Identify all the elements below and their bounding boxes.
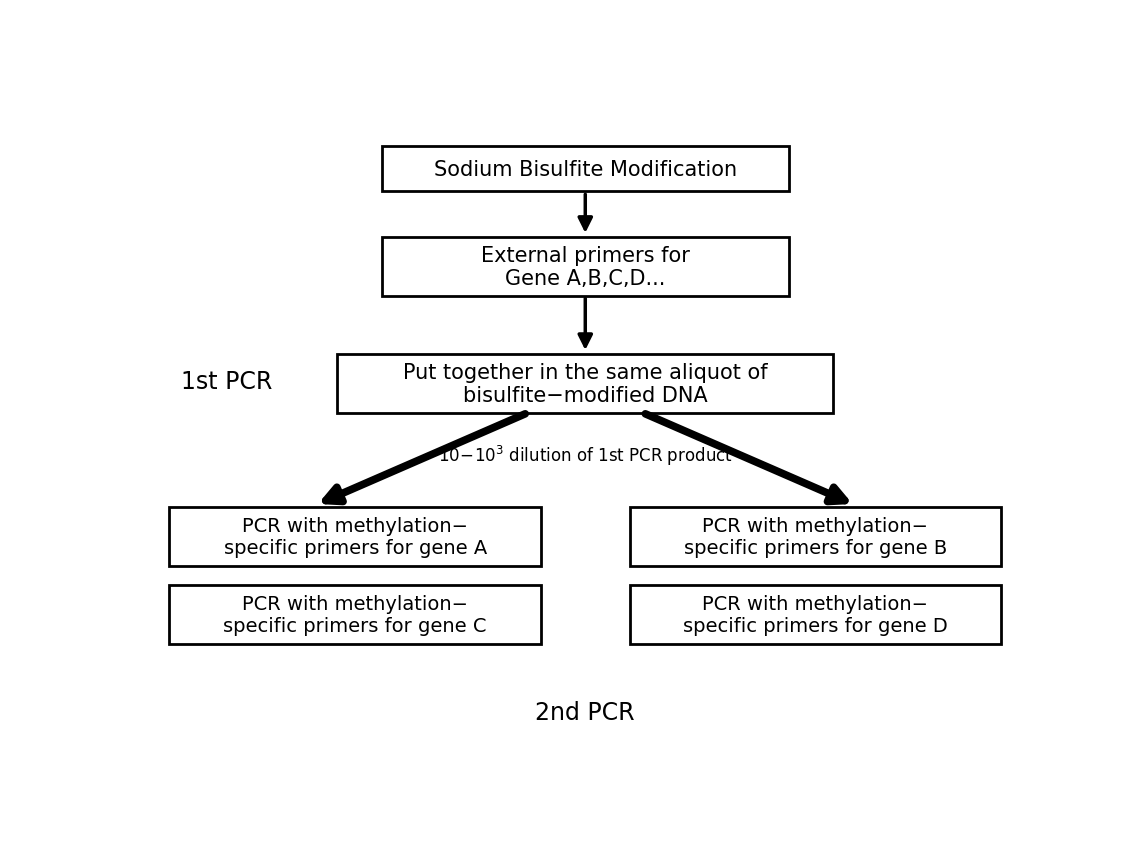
Bar	[338, 354, 833, 414]
Bar	[381, 238, 789, 296]
Text: Put together in the same aliquot of
bisulfite−modified DNA: Put together in the same aliquot of bisu…	[403, 362, 767, 406]
Text: PCR with methylation−
specific primers for gene C: PCR with methylation− specific primers f…	[224, 594, 486, 636]
Bar	[169, 507, 541, 566]
Text: $10\!-\!10^3$ dilution of 1st PCR product: $10\!-\!10^3$ dilution of 1st PCR produc…	[437, 443, 733, 468]
Text: PCR with methylation−
specific primers for gene D: PCR with methylation− specific primers f…	[683, 594, 948, 636]
Text: 1st PCR: 1st PCR	[182, 370, 273, 394]
Bar	[169, 586, 541, 644]
Text: 2nd PCR: 2nd PCR	[536, 701, 635, 724]
Bar	[381, 147, 789, 192]
Bar	[629, 507, 1002, 566]
Bar	[629, 586, 1002, 644]
Text: PCR with methylation−
specific primers for gene B: PCR with methylation− specific primers f…	[684, 517, 947, 557]
Text: PCR with methylation−
specific primers for gene A: PCR with methylation− specific primers f…	[224, 517, 486, 557]
Text: Sodium Bisulfite Modification: Sodium Bisulfite Modification	[434, 160, 737, 180]
Text: External primers for
Gene A,B,C,D...: External primers for Gene A,B,C,D...	[481, 246, 690, 289]
